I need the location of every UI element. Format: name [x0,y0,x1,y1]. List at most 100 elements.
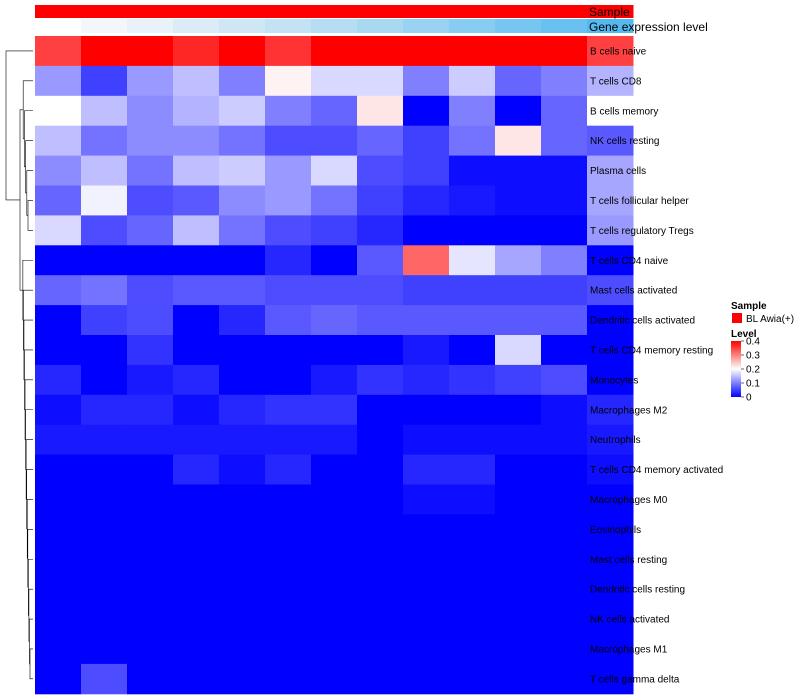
gene-expression-annotation-cell [81,19,128,33]
heatmap-cell [587,335,634,366]
heatmap-cell [81,275,128,306]
heatmap-cell [495,663,542,695]
heatmap-cell [357,305,404,336]
heatmap-cell [265,484,312,515]
dendrogram-branch [5,50,33,201]
heatmap-cell [173,185,220,216]
heatmap-cell [357,544,404,575]
heatmap-cell [219,305,266,336]
sample-annotation-cell [219,5,266,18]
heatmap-cell [127,394,174,426]
heatmap-cell [449,454,496,485]
heatmap-cell [311,335,358,366]
gene-expression-annotation-bar [35,19,634,33]
gene-expression-annotation-cell [495,19,542,33]
heatmap-cell [541,36,588,67]
heatmap-cell [173,65,220,97]
heatmap-cell [219,95,266,127]
heatmap-cell [587,185,634,216]
heatmap-cell [541,95,588,127]
heatmap-cell [495,544,542,575]
heatmap-cell [587,634,634,665]
heatmap-cell [587,364,634,396]
heatmap-cell [541,125,588,157]
heatmap-cell [357,36,404,67]
heatmap-cell [127,185,174,216]
heatmap-cell [35,125,82,157]
heatmap-cell [219,424,266,456]
heatmap-cell [81,454,128,485]
heatmap-cell [265,36,312,67]
heatmap-cell [81,574,128,605]
heatmap-cell [311,574,358,605]
heatmap-cell [35,65,82,97]
heatmap-cell [127,245,174,276]
heatmap-cell [449,335,496,366]
heatmap-cell [219,514,266,545]
heatmap-cell [587,514,634,545]
heatmap-cell [449,305,496,336]
sample-annotation-cell [81,5,128,18]
heatmap-cell [173,155,220,186]
heatmap-cell [357,335,404,366]
heatmap-cell [357,125,404,157]
sample-annotation-cell [35,5,82,18]
heatmap-cell [35,275,82,306]
gene-expression-annotation-cell [449,19,496,33]
heatmap-cell [173,95,220,127]
sample-annotation-bar [35,5,634,18]
heatmap-cell [403,544,450,575]
heatmap-cell [403,185,450,216]
heatmap-cell [403,634,450,665]
heatmap-cell [357,454,404,485]
heatmap-cell [173,305,220,336]
heatmap-cell [495,125,542,157]
heatmap-cell [35,185,82,216]
row-label: Mast cells resting [590,555,667,566]
heatmap-cell [495,335,542,366]
heatmap-cell [173,484,220,515]
gene-expression-annotation-cell [173,19,220,33]
heatmap-cell [35,514,82,545]
heatmap-cell [219,125,266,157]
legend-label-sample: BL Awia(+) [746,314,794,325]
heatmap-cell [311,65,358,97]
heatmap-cell [311,514,358,545]
heatmap-cell [173,36,220,67]
gene-expression-annotation-cell [311,19,358,33]
heatmap-cell [587,36,634,67]
dendrogram-branch [27,200,33,231]
heatmap-cell [81,634,128,665]
heatmap-cell [311,305,358,336]
heatmap-cell [173,245,220,276]
heatmap-cell [219,634,266,665]
heatmap-cell [541,245,588,276]
heatmap-cell [219,335,266,366]
heatmap-cell [495,574,542,605]
gene-expression-annotation-cell [265,19,312,33]
gene-expression-annotation-cell [127,19,174,33]
heatmap-cell [357,514,404,545]
heatmap-cell [81,335,128,366]
heatmap-cell [357,215,404,246]
heatmap-cell [219,245,266,276]
row-label: Macrophages M1 [590,644,668,655]
heatmap-cell [403,484,450,515]
heatmap-cell [127,36,174,67]
heatmap-cell [587,454,634,485]
heatmap-cell [449,574,496,605]
gene-expression-annotation-cell [403,19,450,33]
heatmap-cell [311,394,358,426]
sample-annotation-cell [587,5,634,18]
heatmap-cell [35,335,82,366]
heatmap-cell [587,574,634,605]
heatmap-cell [35,604,82,635]
heatmap-cell [81,305,128,336]
legend-title-level: Level [731,329,757,340]
heatmap-cell [311,185,358,216]
heatmap-cell [35,95,82,127]
heatmap-cell [357,424,404,456]
heatmap-cell [265,245,312,276]
heatmap-cell [541,574,588,605]
heatmap-cell [127,604,174,635]
